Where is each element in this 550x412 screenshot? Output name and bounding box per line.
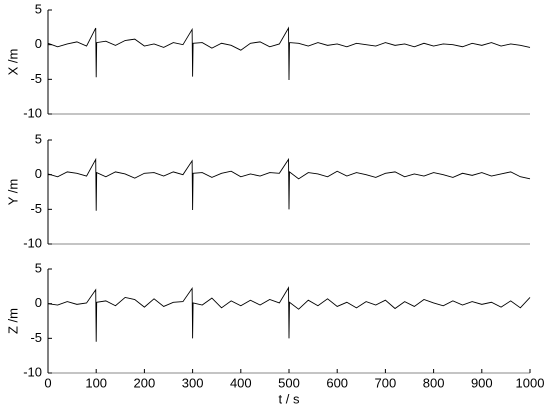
y-tick-label: 0 [35,295,42,310]
y-tick-label: 0 [35,166,42,181]
y-tick-label: 5 [35,260,42,275]
x-axis-label: t / s [279,391,300,406]
x-tick-label: 1000 [516,375,545,390]
data-line [47,157,531,211]
data-line [47,26,531,81]
x-tick-label: 100 [85,375,107,390]
x-tick-label: 500 [278,375,300,390]
y-axis-label: Y /m [5,179,20,206]
y-tick-label: -5 [30,71,42,86]
y-tick-label: -10 [23,105,42,120]
data-line [47,286,531,342]
x-tick-label: 600 [326,375,348,390]
y-axis-label: Z /m [5,308,20,334]
x-tick-label: 900 [471,375,493,390]
y-tick-label: -10 [23,364,42,379]
y-tick-label: 5 [35,1,42,16]
x-tick-label: 300 [182,375,204,390]
x-tick-label: 200 [134,375,156,390]
y-axis-label: X /m [5,49,20,76]
x-tick-label: 800 [423,375,445,390]
y-tick-label: -5 [30,330,42,345]
x-tick-label: 0 [44,375,51,390]
y-tick-label: -5 [30,201,42,216]
y-tick-label: -10 [23,235,42,250]
y-tick-label: 5 [35,131,42,146]
x-tick-label: 400 [230,375,252,390]
y-tick-label: 0 [35,36,42,51]
x-tick-label: 700 [375,375,397,390]
